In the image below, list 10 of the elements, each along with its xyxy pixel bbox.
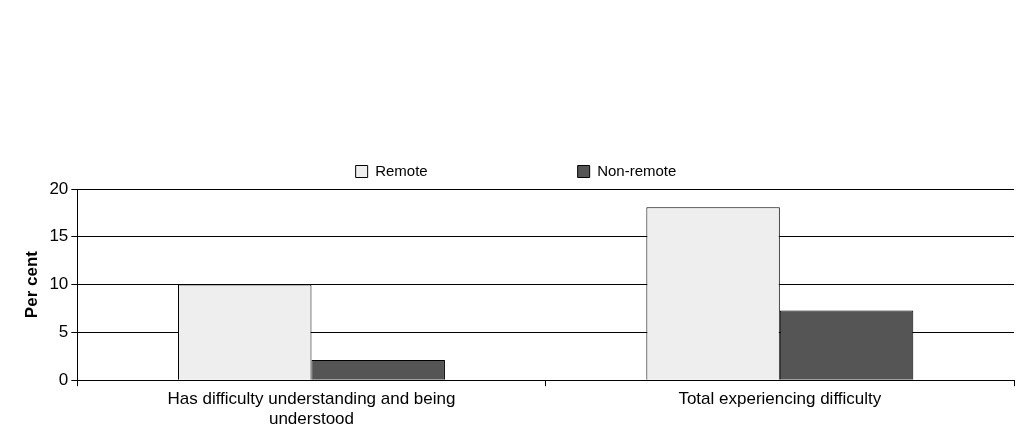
y-tick-label: 10 — [49, 274, 69, 294]
y-tick-label: 15 — [49, 226, 69, 246]
y-tick-label: 5 — [58, 322, 69, 342]
y-tick-label: 20 — [49, 178, 69, 198]
y-axis-title: Per cent — [21, 250, 41, 319]
legend-label: Non-remote — [597, 161, 677, 179]
y-tick-label: 0 — [58, 369, 69, 389]
x-tick-label: Has difficulty understanding and being understood — [167, 389, 456, 429]
x-tick-label: Total experiencing difficulty — [678, 389, 882, 409]
legend-label: Remote — [375, 161, 428, 179]
